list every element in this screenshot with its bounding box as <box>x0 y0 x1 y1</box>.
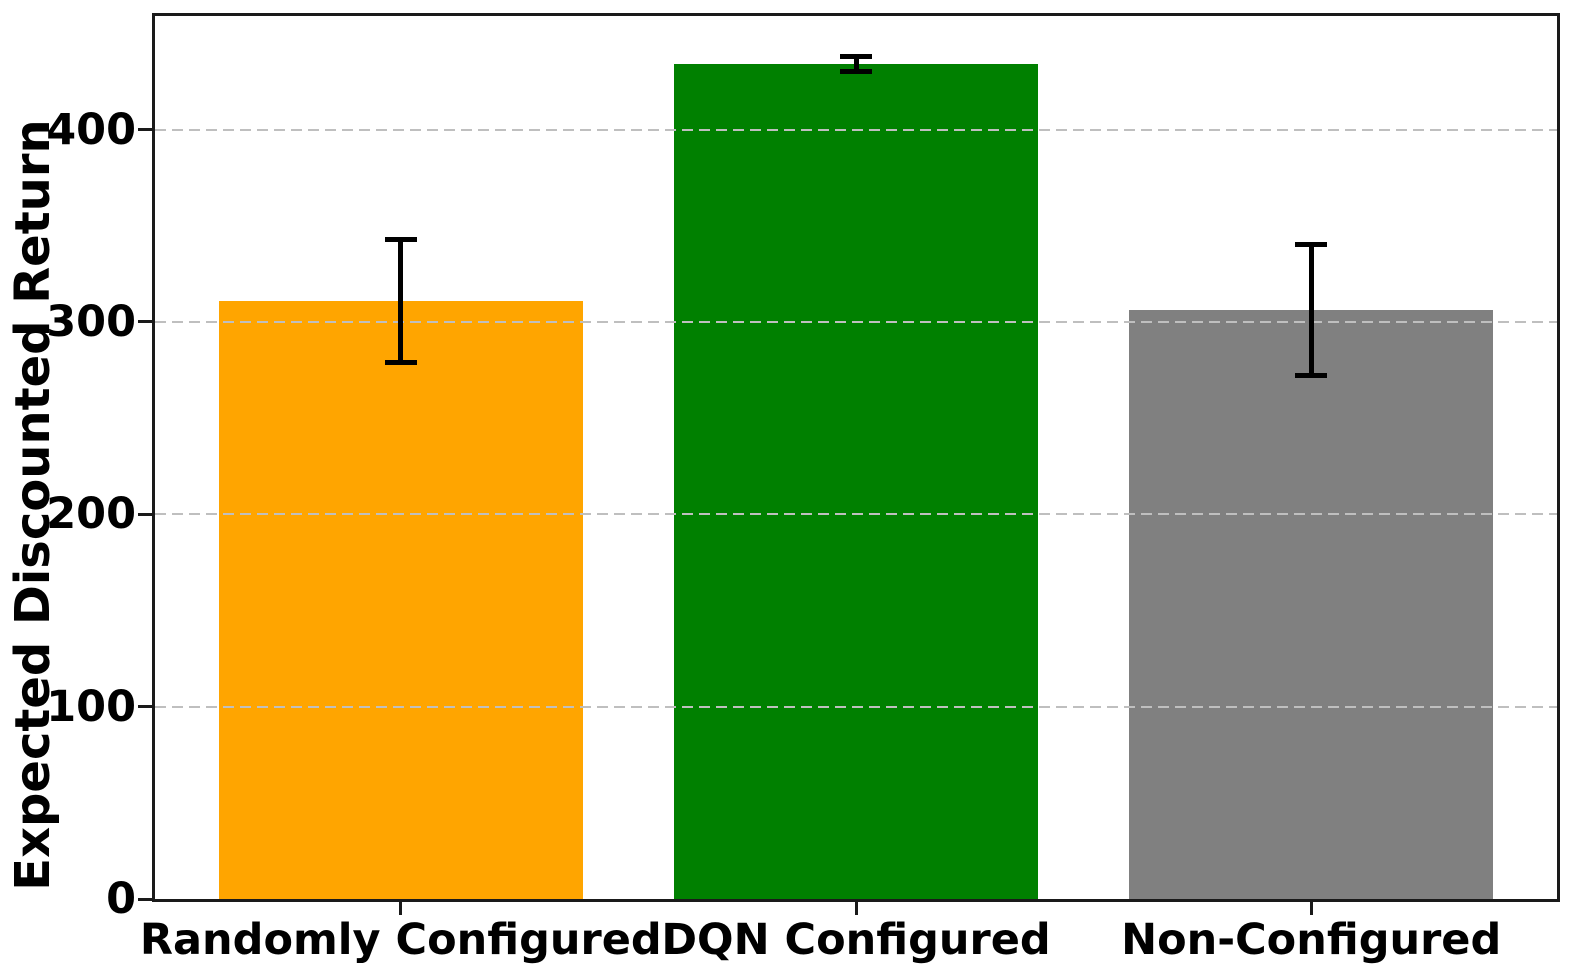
y-gridline <box>155 128 1557 131</box>
y-tick-mark <box>138 705 152 709</box>
y-tick-mark <box>138 128 152 131</box>
y-tick-mark <box>138 897 152 901</box>
y-gridline <box>155 513 1557 516</box>
x-category-label: DQN Configured <box>661 915 1051 965</box>
error-bar-line <box>398 239 404 363</box>
error-bar-cap <box>840 53 872 59</box>
error-bar-cap <box>840 69 872 75</box>
error-bar-line <box>1308 244 1314 376</box>
bar <box>673 64 1039 899</box>
y-tick-label: 100 <box>46 681 136 732</box>
x-tick-mark <box>1309 902 1313 915</box>
error-bar-cap <box>384 359 417 365</box>
y-gridline <box>155 705 1557 708</box>
error-bar-cap <box>1295 242 1328 248</box>
y-gridline <box>155 320 1557 323</box>
x-tick-mark <box>399 902 403 915</box>
error-bar-cap <box>1295 373 1328 379</box>
y-tick-mark <box>138 320 152 324</box>
bar <box>218 300 583 899</box>
y-tick-label: 400 <box>46 104 136 155</box>
plot-area <box>138 13 1560 902</box>
error-bar-cap <box>384 236 417 242</box>
x-category-label: Randomly Configured <box>139 915 662 965</box>
y-tick-label: 200 <box>46 489 136 540</box>
x-tick-mark <box>854 902 858 915</box>
y-tick-mark <box>138 512 152 516</box>
y-tick-label: 0 <box>106 874 136 924</box>
error-bar-line <box>853 56 859 72</box>
bar <box>1129 310 1494 899</box>
y-tick-label: 300 <box>46 296 136 347</box>
x-category-label: Non-Configured <box>1121 915 1502 965</box>
